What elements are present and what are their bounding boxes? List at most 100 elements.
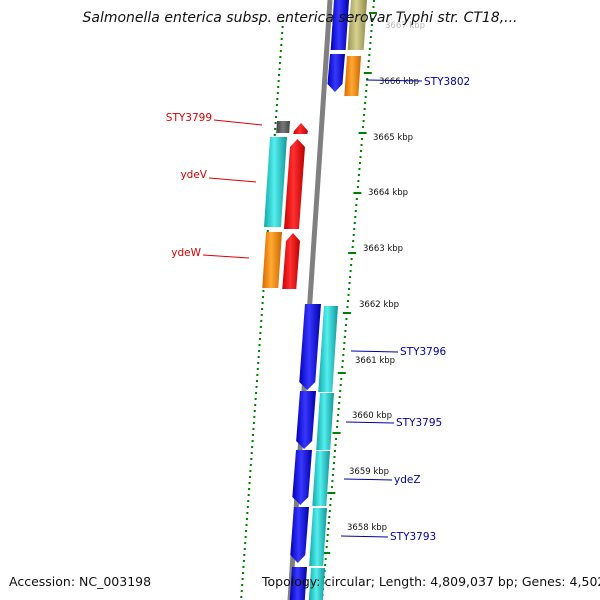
minor-tick xyxy=(349,276,352,278)
gene-label-STY3802: STY3802 xyxy=(365,76,470,88)
svg-text:STY3799: STY3799 xyxy=(166,112,212,124)
gene-block-sty3796-cyan xyxy=(318,306,338,392)
minor-tick xyxy=(247,494,250,496)
minor-tick xyxy=(253,416,256,418)
gene-block-ydeZ-cyan xyxy=(312,451,330,506)
minor-tick xyxy=(340,378,343,380)
minor-tick xyxy=(329,498,332,500)
minor-tick xyxy=(331,480,334,482)
minor-tick xyxy=(255,392,258,394)
gene-label-group: STY3799 ydeV ydeW STY3802 STY3796 STY3795 ydeZ… xyxy=(166,76,470,543)
minor-tick xyxy=(246,506,249,508)
minor-tick xyxy=(332,468,335,470)
minor-tick xyxy=(242,572,245,574)
minor-tick xyxy=(345,318,348,320)
minor-tick xyxy=(256,374,259,376)
minor-tick xyxy=(356,186,359,188)
gene-label-STY3799: STY3799 xyxy=(166,112,263,126)
minor-tick xyxy=(251,440,254,442)
svg-text:ydeZ: ydeZ xyxy=(394,474,421,486)
minor-tick xyxy=(257,362,260,364)
minor-tick xyxy=(256,368,259,370)
gene-label-ydeZ: ydeZ xyxy=(343,474,421,486)
minor-tick xyxy=(266,230,269,232)
minor-tick xyxy=(338,396,341,398)
minor-tick xyxy=(277,86,280,88)
minor-tick xyxy=(241,578,244,580)
minor-tick xyxy=(350,258,353,260)
minor-tick xyxy=(331,474,334,476)
minor-tick xyxy=(275,104,278,106)
minor-tick xyxy=(262,290,265,292)
minor-tick xyxy=(337,414,340,416)
minor-tick xyxy=(249,470,252,472)
minor-tick xyxy=(351,246,354,248)
minor-tick xyxy=(371,18,374,20)
minor-tick xyxy=(368,54,371,56)
minor-tick xyxy=(355,204,358,206)
minor-tick xyxy=(260,314,263,316)
minor-tick xyxy=(368,48,371,50)
minor-tick xyxy=(245,518,248,520)
minor-tick xyxy=(253,410,256,412)
minor-tick xyxy=(339,390,342,392)
minor-tick xyxy=(243,554,246,556)
minor-tick xyxy=(276,98,279,100)
minor-tick xyxy=(328,510,331,512)
gene-label-ydeW: ydeW xyxy=(171,247,250,259)
minor-tick xyxy=(353,228,356,230)
minor-tick xyxy=(362,126,365,128)
minor-tick xyxy=(334,450,336,452)
gene-block-ydeW-orange xyxy=(262,232,282,288)
gene-block-sty3799 xyxy=(276,121,290,133)
minor-tick xyxy=(347,300,349,302)
gene-block-ydeV-red xyxy=(284,139,305,229)
gene-label-STY3795: STY3795 xyxy=(345,417,442,429)
gene-block-ydeZ-blue xyxy=(292,450,312,505)
minor-tick xyxy=(276,92,279,94)
minor-tick xyxy=(363,108,366,110)
minor-tick xyxy=(278,62,281,64)
kbp-tick-label: 3666 kbp xyxy=(379,77,419,87)
kbp-tick-label: 3662 kbp xyxy=(359,300,399,310)
minor-tick xyxy=(332,462,335,464)
minor-tick xyxy=(278,74,281,76)
minor-tick xyxy=(252,434,255,436)
minor-tick xyxy=(343,336,346,338)
gene-block-blue xyxy=(289,567,307,600)
minor-tick xyxy=(246,512,249,514)
minor-tick xyxy=(254,404,257,406)
svg-text:STY3795: STY3795 xyxy=(396,417,442,429)
minor-tick xyxy=(354,216,357,218)
minor-tick xyxy=(361,138,364,140)
kbp-tick-label: 3659 kbp xyxy=(349,467,389,477)
minor-tick xyxy=(281,32,284,34)
minor-tick xyxy=(252,428,255,430)
gene-block-sty3796-blue xyxy=(299,304,321,390)
minor-tick xyxy=(274,122,277,124)
minor-tick xyxy=(358,168,361,170)
minor-tick xyxy=(247,500,250,502)
minor-tick xyxy=(360,144,363,146)
top-cut-label: 3667 kbp xyxy=(385,21,425,31)
minor-tick xyxy=(347,294,350,296)
minor-tick xyxy=(369,42,372,44)
minor-tick xyxy=(250,458,253,460)
svg-text:ydeV: ydeV xyxy=(180,169,207,181)
kbp-tick-label: 3658 kbp xyxy=(347,523,387,533)
minor-tick xyxy=(367,60,370,62)
major-tick xyxy=(353,192,362,194)
minor-tick xyxy=(336,420,339,422)
minor-tick xyxy=(279,56,282,58)
minor-tick xyxy=(357,180,360,182)
gene-block-cyan xyxy=(308,568,325,600)
kbp-tick-label: 3660 kbp xyxy=(352,411,392,421)
map-title: Salmonella enterica subsp. enterica sero… xyxy=(82,10,517,26)
minor-tick xyxy=(257,356,260,358)
gene-block-ydeV-cyan xyxy=(264,137,287,227)
minor-tick xyxy=(255,386,258,388)
minor-tick xyxy=(334,444,337,446)
kbp-tick-label: 3665 kbp xyxy=(373,133,413,143)
kbp-ruler: 3666 kbp 3665 kbp 3664 kbp 3663 kbp 3662 kbp… xyxy=(347,77,419,533)
minor-tick xyxy=(338,402,341,404)
